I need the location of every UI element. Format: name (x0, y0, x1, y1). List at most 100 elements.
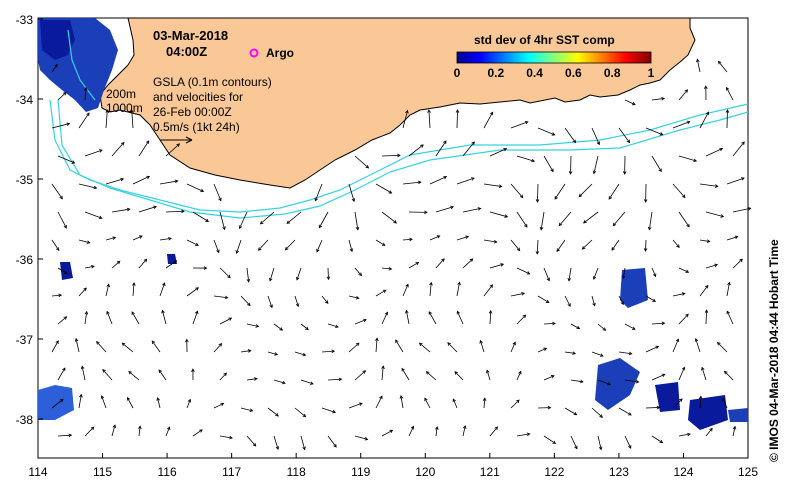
velocity-arrow-head (443, 175, 448, 180)
velocity-arrow-head (229, 435, 233, 440)
velocity-arrow-head (309, 381, 314, 385)
velocity-arrow (51, 64, 58, 73)
velocity-arrow (456, 311, 464, 325)
velocity-arrow-head (622, 171, 627, 175)
velocity-arrow-head (477, 207, 482, 211)
velocity-arrow (717, 342, 728, 353)
colorbar-tick-label: 1 (648, 66, 655, 80)
velocity-arrow (705, 428, 713, 437)
velocity-arrow (672, 239, 680, 248)
velocity-arrow-head (269, 277, 273, 282)
sst-patch-east-1 (620, 268, 648, 308)
velocity-arrow-head (90, 426, 95, 431)
velocity-arrow-head (127, 396, 131, 401)
velocity-arrow (456, 177, 475, 185)
velocity-arrow (618, 127, 630, 143)
colorbar-tick-label: 0.4 (526, 66, 543, 80)
velocity-arrow-head (428, 311, 432, 315)
velocity-arrow-head (286, 220, 291, 225)
colorbar-tick-label: 0 (454, 66, 461, 80)
velocity-arrow-head (719, 147, 724, 152)
x-tick-label: 124 (673, 465, 693, 479)
velocity-arrow (483, 112, 494, 129)
velocity-arrow-head (274, 352, 279, 356)
velocity-arrow-head (143, 258, 148, 263)
velocity-arrow-head (546, 277, 550, 282)
credit-label: © IMOS 04-Mar-2018 04:44 Hobart Time (767, 239, 781, 462)
velocity-arrow (597, 435, 602, 450)
velocity-arrow (354, 267, 362, 276)
velocity-arrow (510, 292, 525, 297)
velocity-arrow-head (161, 309, 165, 314)
velocity-arrow-head (333, 443, 337, 448)
velocity-arrow (516, 211, 528, 228)
velocity-arrow (651, 435, 663, 444)
velocity-arrow-head (576, 325, 581, 330)
velocity-arrow-head (681, 292, 686, 296)
velocity-arrow-head (126, 207, 131, 212)
velocity-arrow (726, 236, 738, 241)
velocity-arrow-head (235, 250, 240, 254)
velocity-arrow (462, 425, 466, 437)
velocity-arrow-head (554, 195, 558, 200)
velocity-arrow (486, 370, 491, 381)
velocity-arrow-head (482, 397, 487, 402)
velocity-arrow-head (643, 199, 648, 203)
velocity-arrow-head (583, 220, 587, 224)
argo-marker-icon (249, 48, 259, 58)
velocity-arrow (246, 435, 257, 447)
x-tick-label: 120 (415, 465, 435, 479)
velocity-arrow-head (121, 342, 126, 347)
velocity-arrow (138, 426, 141, 437)
velocity-arrow (726, 311, 734, 325)
velocity-arrow (101, 395, 107, 409)
velocity-arrow-head (726, 86, 730, 91)
velocity-arrow (213, 403, 224, 409)
velocity-arrow (591, 127, 600, 145)
velocity-arrow (157, 397, 161, 409)
velocity-arrow-head (247, 302, 251, 307)
velocity-arrow (192, 429, 203, 437)
velocity-arrow (608, 183, 620, 200)
velocity-arrow (699, 239, 710, 242)
velocity-arrow-head (658, 168, 662, 173)
velocity-arrow (699, 183, 718, 187)
velocity-arrow-head (98, 215, 103, 220)
isobath-1000m (57, 99, 749, 219)
velocity-arrow (106, 311, 113, 325)
velocity-arrow (435, 206, 454, 213)
velocity-arrow (489, 426, 498, 437)
velocity-arrow (375, 338, 378, 353)
velocity-arrow-head (552, 440, 557, 444)
velocity-arrow (401, 368, 410, 381)
velocity-arrow (294, 407, 306, 418)
velocity-arrow (408, 144, 424, 157)
velocity-arrow (151, 340, 161, 353)
velocity-arrow-head (185, 338, 189, 343)
velocity-arrow-head (393, 220, 397, 224)
velocity-arrow-head (365, 164, 370, 169)
velocity-arrow-head (58, 293, 63, 298)
velocity-arrow-head (526, 271, 531, 275)
velocity-arrow (105, 284, 110, 297)
velocity-arrow-head (717, 60, 722, 65)
velocity-arrow-head (269, 304, 273, 309)
velocity-arrow (699, 111, 709, 129)
velocity-arrow (348, 402, 363, 409)
velocity-arrow-head (602, 327, 607, 331)
x-tick-label: 119 (351, 465, 370, 479)
velocity-arrow (516, 433, 530, 437)
sst-patch-east-2 (595, 358, 640, 410)
velocity-arrow (294, 295, 299, 307)
velocity-arrow (213, 183, 222, 201)
velocity-arrow (400, 395, 404, 409)
velocity-arrow-head (693, 158, 698, 163)
velocity-arrow (213, 295, 228, 299)
velocity-arrow-head (218, 342, 223, 347)
velocity-arrow-head (550, 375, 555, 379)
velocity-arrow (510, 183, 524, 198)
velocity-arrow (645, 407, 660, 409)
velocity-arrow (240, 295, 251, 306)
velocity-arrow (540, 211, 545, 230)
velocity-arrow (318, 211, 329, 228)
